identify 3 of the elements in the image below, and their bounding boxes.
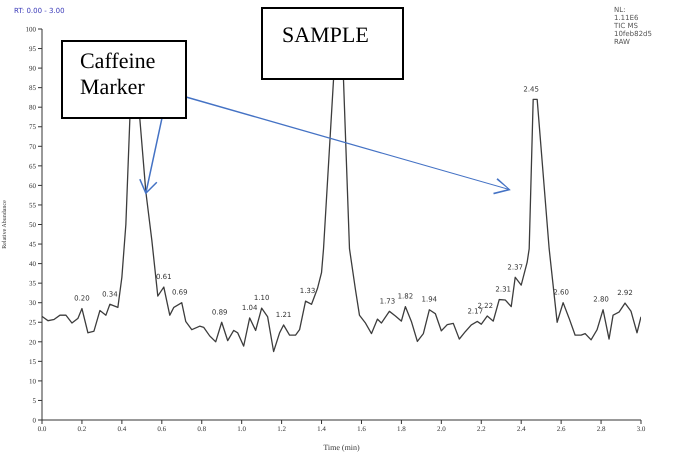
annotation: SAMPLE: [282, 22, 369, 47]
annotation: Caffeine Marker: [80, 48, 156, 99]
x-axis-title: Time (min): [323, 443, 360, 452]
